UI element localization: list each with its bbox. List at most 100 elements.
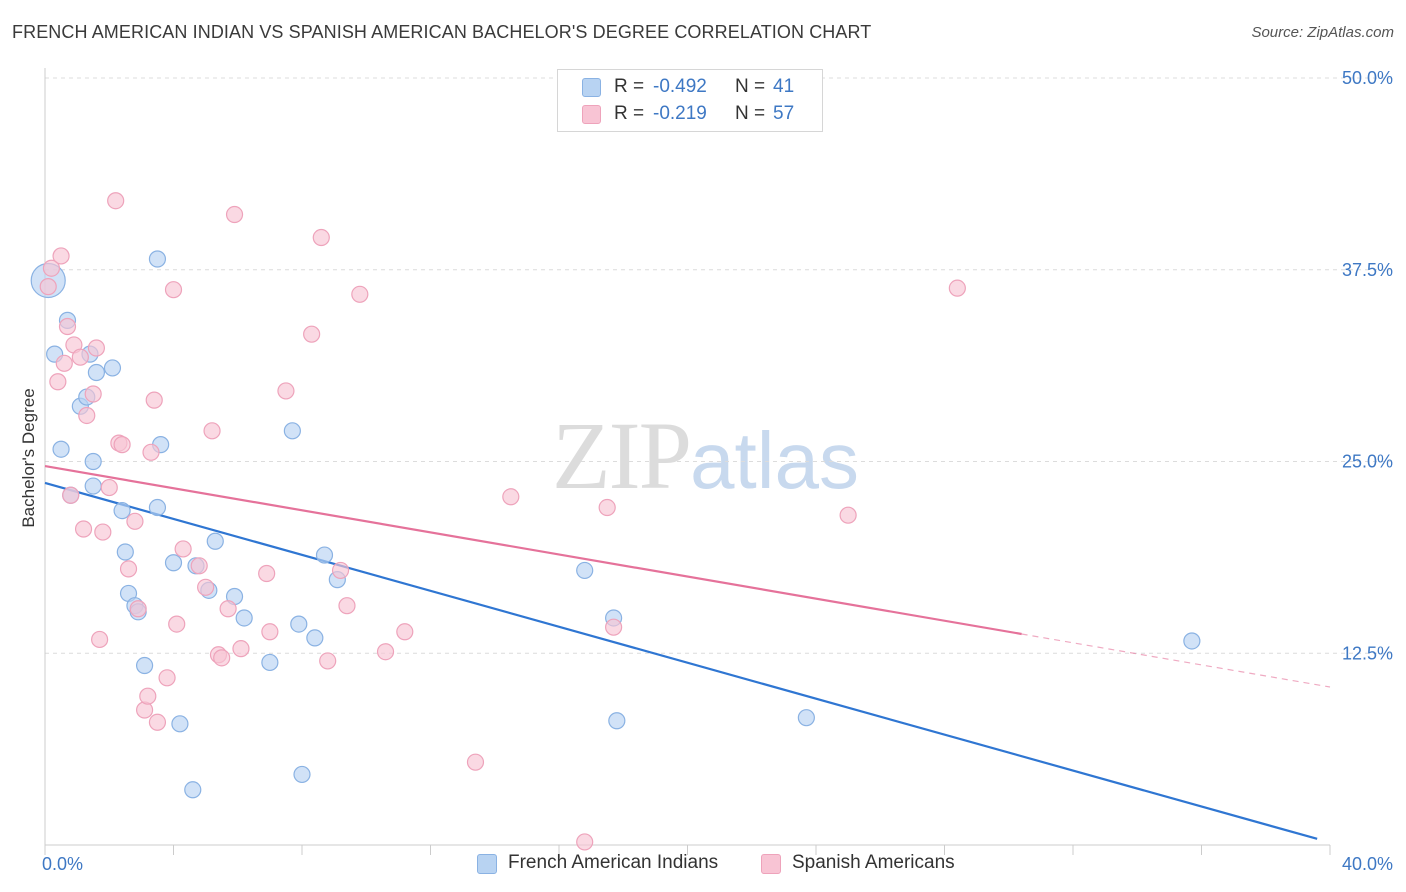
legend-item-french-american-indians[interactable]: French American Indians xyxy=(477,852,757,878)
legend-n-label: N = xyxy=(735,76,766,97)
trend-lines xyxy=(44,465,1331,840)
point-french-american-indians xyxy=(87,363,106,382)
point-french-american-indians xyxy=(306,629,324,647)
point-spanish-americans xyxy=(39,278,57,296)
point-spanish-americans xyxy=(502,488,520,506)
point-spanish-americans xyxy=(87,339,106,357)
point-french-american-indians xyxy=(261,653,279,672)
x-tick-label: 40.0% xyxy=(1342,854,1393,874)
point-spanish-americans xyxy=(197,578,215,596)
point-spanish-americans xyxy=(49,373,67,391)
point-spanish-americans xyxy=(190,557,208,575)
point-french-american-indians xyxy=(797,709,815,727)
point-spanish-americans xyxy=(331,561,350,580)
point-spanish-americans xyxy=(261,623,279,641)
point-french-american-indians xyxy=(1183,632,1201,650)
point-spanish-americans xyxy=(174,540,192,558)
point-spanish-americans xyxy=(303,325,321,343)
point-spanish-americans xyxy=(466,753,485,771)
legend-n-value: 41 xyxy=(773,76,795,97)
legend-item-spanish-americans[interactable]: Spanish Americans xyxy=(761,852,991,878)
point-french-american-indians xyxy=(293,765,311,784)
point-spanish-americans xyxy=(84,385,102,403)
data-points xyxy=(30,192,1201,851)
point-french-american-indians xyxy=(148,250,167,268)
point-french-american-indians xyxy=(52,440,70,458)
point-french-american-indians xyxy=(206,532,224,550)
point-spanish-americans xyxy=(576,833,594,851)
point-french-american-indians xyxy=(290,615,308,633)
point-spanish-americans xyxy=(277,382,295,400)
point-french-american-indians xyxy=(103,359,122,377)
point-spanish-americans xyxy=(351,285,369,303)
point-spanish-americans xyxy=(126,512,144,530)
legend-label: French American Indians xyxy=(508,852,719,873)
point-spanish-americans xyxy=(139,687,157,705)
point-french-american-indians xyxy=(608,712,626,730)
legend-swatch-blue xyxy=(477,854,497,874)
y-tick-label: 50.0% xyxy=(1342,68,1393,88)
trend-line-french-american-indians xyxy=(44,481,1318,840)
axes xyxy=(44,68,1331,855)
legend-r-value: -0.492 xyxy=(653,76,707,97)
point-spanish-americans xyxy=(225,205,244,224)
point-spanish-americans xyxy=(148,713,167,731)
grid-lines xyxy=(45,77,1392,654)
tick-labels: 12.5% 25.0% 37.5% 50.0% 0.0% 40.0% xyxy=(42,68,1393,874)
point-spanish-americans xyxy=(319,652,337,670)
watermark: ZIPatlas xyxy=(552,400,859,511)
legend-row-pink: R = -0.219 N = 57 xyxy=(558,101,822,127)
point-spanish-americans xyxy=(598,498,616,517)
point-french-american-indians xyxy=(184,781,202,799)
trend-line-extension-spanish-americans xyxy=(1021,633,1331,688)
point-french-american-indians xyxy=(148,498,167,517)
point-spanish-americans xyxy=(74,520,93,538)
point-spanish-americans xyxy=(94,523,112,541)
point-french-american-indians xyxy=(164,554,183,572)
point-spanish-americans xyxy=(145,391,163,409)
point-spanish-americans xyxy=(158,669,176,687)
legend-r-label: R = xyxy=(614,76,645,97)
point-spanish-americans xyxy=(107,192,125,210)
point-french-american-indians xyxy=(84,452,102,471)
legend-r-value: -0.219 xyxy=(653,103,707,124)
source-label: Source: ZipAtlas.com xyxy=(1251,24,1394,41)
point-spanish-americans xyxy=(42,259,61,277)
point-french-american-indians xyxy=(135,656,154,675)
legend-n-label: N = xyxy=(735,103,766,124)
point-french-american-indians xyxy=(235,609,253,627)
y-tick-label: 37.5% xyxy=(1342,260,1393,280)
point-spanish-americans xyxy=(219,600,237,618)
point-french-american-indians xyxy=(315,546,334,564)
y-tick-label: 12.5% xyxy=(1342,643,1393,663)
watermark-zip: ZIP xyxy=(552,402,692,509)
legend-r-label: R = xyxy=(614,103,645,124)
point-spanish-americans xyxy=(164,281,183,299)
stats-legend: R = -0.492 N = 41 R = -0.219 N = 57 xyxy=(557,69,823,132)
point-spanish-americans xyxy=(91,630,109,649)
x-tick-label: 0.0% xyxy=(42,854,83,874)
trend-line-spanish-americans xyxy=(44,465,1022,636)
point-spanish-americans xyxy=(203,422,221,440)
legend-swatch-pink xyxy=(582,105,601,124)
point-spanish-americans xyxy=(62,486,80,504)
point-spanish-americans xyxy=(258,564,276,583)
point-spanish-americans xyxy=(129,600,147,618)
point-spanish-americans xyxy=(55,354,73,372)
chart-title: FRENCH AMERICAN INDIAN VS SPANISH AMERIC… xyxy=(12,22,872,42)
legend-swatch-blue xyxy=(582,78,601,97)
point-spanish-americans xyxy=(142,443,160,461)
legend-n-value: 57 xyxy=(773,103,795,124)
y-tick-label: 25.0% xyxy=(1342,452,1393,472)
point-french-american-indians xyxy=(113,501,131,520)
point-spanish-americans xyxy=(168,615,186,633)
point-spanish-americans xyxy=(338,597,356,615)
point-french-american-indians xyxy=(283,422,301,440)
point-french-american-indians xyxy=(84,477,102,495)
y-axis-title: Bachelor's Degree xyxy=(19,388,38,527)
point-spanish-americans xyxy=(78,406,96,425)
legend-swatch-pink xyxy=(761,854,781,874)
point-spanish-americans xyxy=(232,640,250,658)
watermark-atlas: atlas xyxy=(690,416,859,505)
